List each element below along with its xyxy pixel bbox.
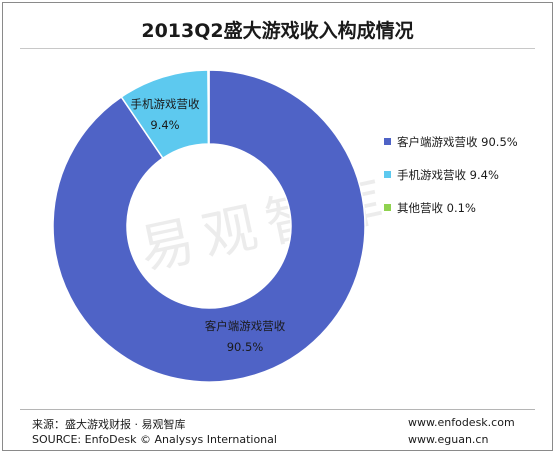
- legend-item-0: 客户端游戏营收 90.5%: [384, 134, 518, 150]
- legend-item-1: 手机游戏营收 9.4%: [384, 167, 499, 183]
- website-eguan: www.eguan.cn: [408, 433, 489, 446]
- legend-swatch-0: [384, 138, 391, 145]
- title-divider: [20, 48, 535, 49]
- legend-label-2: 其他营收 0.1%: [397, 201, 476, 215]
- footer-divider: [20, 409, 535, 410]
- legend-swatch-1: [384, 171, 391, 178]
- website-enfodesk: www.enfodesk.com: [408, 416, 515, 429]
- donut-slice-0: [52, 69, 366, 383]
- chart-title: 2013Q2盛大游戏收入构成情况: [141, 20, 414, 42]
- slice-label-0: 客户端游戏营收: [205, 319, 286, 333]
- legend-label-0: 客户端游戏营收 90.5%: [397, 135, 518, 149]
- legend-label-1: 手机游戏营收 9.4%: [397, 168, 499, 182]
- slice-label-1: 手机游戏营收: [131, 97, 200, 111]
- slice-value-1: 9.4%: [150, 118, 179, 132]
- source-en: SOURCE: EnfoDesk © Analysys Internationa…: [32, 433, 277, 446]
- source-cn: 来源：盛大游戏财报 · 易观智库: [32, 418, 186, 431]
- legend-item-2: 其他营收 0.1%: [384, 200, 476, 216]
- legend-swatch-2: [384, 204, 391, 211]
- slice-value-0: 90.5%: [227, 340, 264, 354]
- donut-slice-2: [207, 69, 210, 145]
